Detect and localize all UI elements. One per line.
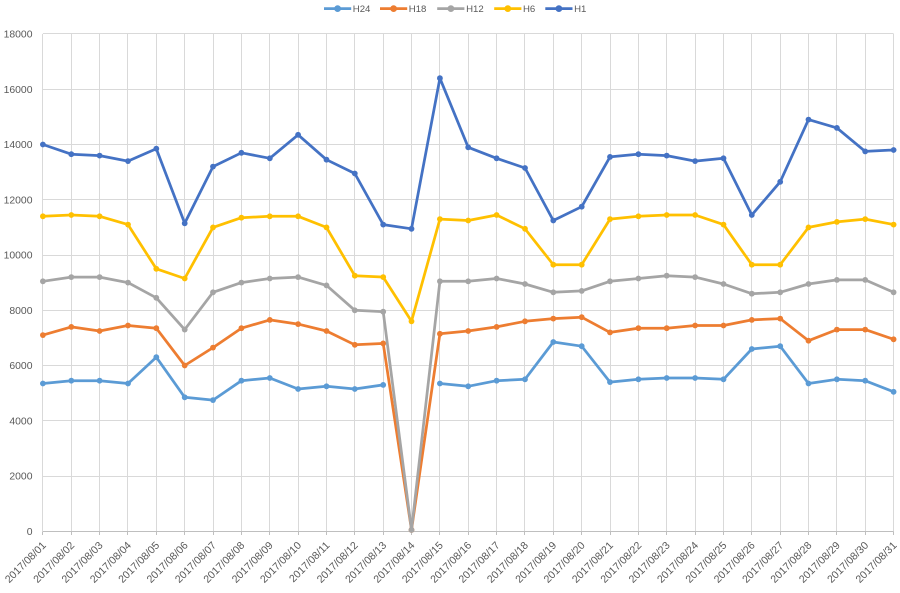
svg-text:H1: H1 — [574, 4, 586, 15]
svg-text:2000: 2000 — [9, 472, 32, 483]
svg-text:0: 0 — [27, 527, 33, 538]
svg-text:H18: H18 — [409, 4, 427, 15]
svg-text:4000: 4000 — [9, 416, 32, 427]
svg-text:10000: 10000 — [4, 251, 33, 262]
svg-text:H24: H24 — [353, 4, 371, 15]
svg-text:16000: 16000 — [4, 85, 33, 96]
svg-text:H12: H12 — [466, 4, 484, 15]
svg-text:18000: 18000 — [4, 30, 33, 41]
svg-text:6000: 6000 — [9, 361, 32, 372]
svg-text:12000: 12000 — [4, 195, 33, 206]
svg-text:H6: H6 — [523, 4, 535, 15]
svg-text:14000: 14000 — [4, 140, 33, 151]
svg-text:8000: 8000 — [9, 306, 32, 317]
